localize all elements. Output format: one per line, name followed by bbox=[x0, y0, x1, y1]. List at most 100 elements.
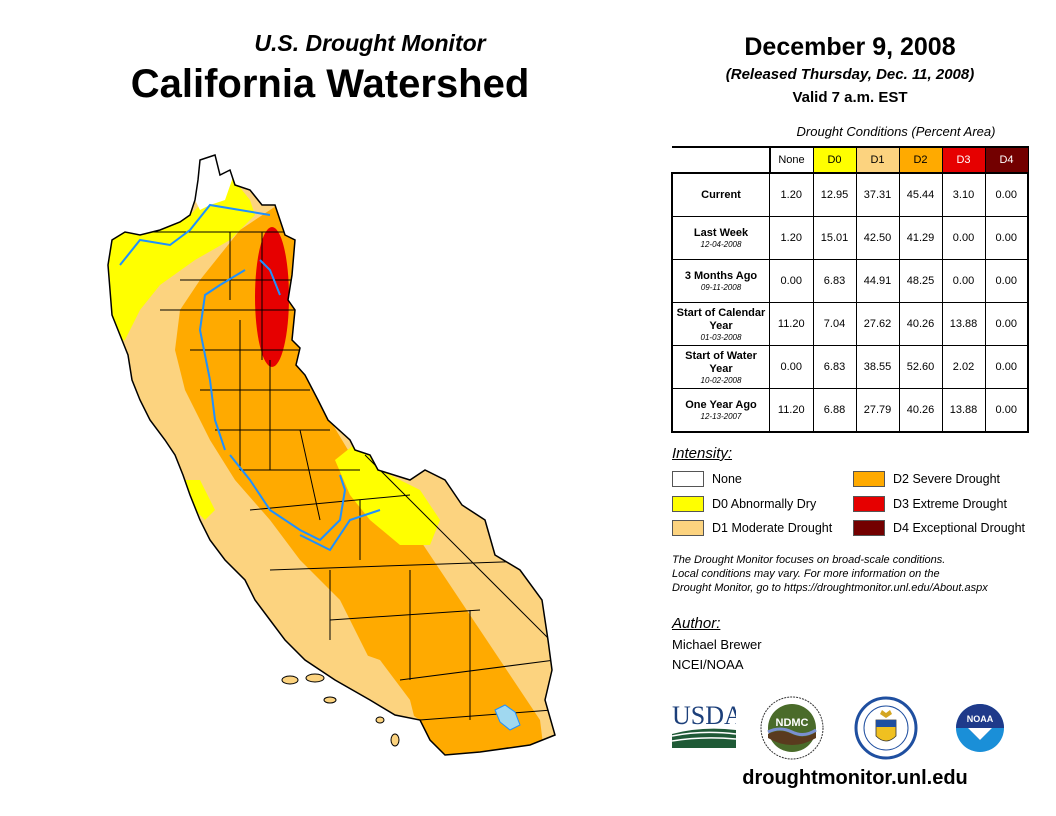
cell-none: 1.20 bbox=[769, 172, 814, 217]
watershed-boundary bbox=[107, 154, 556, 756]
valid-time: Valid 7 a.m. EST bbox=[792, 89, 908, 106]
map-date: December 9, 2008 bbox=[744, 33, 956, 61]
drought-conditions-table: None D0 D1 D2 D3 D4 Current 1.20 12.95 37.3… bbox=[671, 146, 1029, 433]
table-body: Current 1.20 12.95 37.31 45.44 3.10 0.00 Last W… bbox=[671, 172, 1029, 433]
legend-item-d0: D0 Abnormally Dry bbox=[672, 496, 816, 512]
col-header-d1: D1 bbox=[855, 146, 900, 174]
row-label: Start of Calendar Year 01-03-2008 bbox=[671, 302, 770, 346]
legend-swatch bbox=[672, 520, 704, 536]
cell-d1: 44.91 bbox=[855, 259, 900, 303]
author-heading: Author: bbox=[672, 615, 721, 632]
channel-islands bbox=[281, 673, 400, 747]
row-label: 3 Months Ago 09-11-2008 bbox=[671, 259, 770, 303]
cell-d0: 12.95 bbox=[812, 172, 857, 217]
row-date: 10-02-2008 bbox=[700, 375, 742, 385]
river-lines bbox=[119, 203, 381, 552]
svg-text:NOAA: NOAA bbox=[967, 714, 994, 724]
noaa-logo: NOAA bbox=[950, 698, 1010, 758]
drought-map bbox=[107, 154, 556, 756]
cell-none: 0.00 bbox=[769, 345, 814, 389]
table-row: Last Week 12-04-2008 1.20 15.01 42.50 41.29 0.… bbox=[671, 216, 1029, 260]
d0-region-bay bbox=[185, 480, 215, 520]
table-header-row: None D0 D1 D2 D3 D4 bbox=[672, 146, 1029, 174]
cell-d1: 27.79 bbox=[855, 388, 900, 433]
map-title: California Watershed bbox=[130, 62, 530, 106]
col-header-d4: D4 bbox=[984, 146, 1029, 174]
legend-swatch bbox=[853, 471, 885, 487]
author-org: NCEI/NOAA bbox=[672, 657, 744, 672]
cell-d3: 2.02 bbox=[941, 345, 986, 389]
table-row: Start of Water Year 10-02-2008 0.00 6.83 38.… bbox=[671, 345, 1029, 389]
cell-d3: 3.10 bbox=[941, 172, 986, 217]
col-header-d2: D2 bbox=[898, 146, 943, 174]
row-label: Start of Water Year 10-02-2008 bbox=[671, 345, 770, 389]
map-subtitle: U.S. Drought Monitor bbox=[254, 30, 486, 56]
cell-d4: 0.00 bbox=[984, 216, 1029, 260]
cell-d0: 6.83 bbox=[812, 259, 857, 303]
d3-region bbox=[255, 227, 289, 367]
release-date: (Released Thursday, Dec. 11, 2008) bbox=[725, 66, 975, 83]
cell-d1: 37.31 bbox=[855, 172, 900, 217]
cell-d3: 13.88 bbox=[941, 302, 986, 346]
row-date: 09-11-2008 bbox=[700, 283, 742, 292]
table-row: One Year Ago 12-13-2007 11.20 6.88 27.79 40.2… bbox=[671, 388, 1029, 433]
row-label: One Year Ago 12-13-2007 bbox=[671, 388, 770, 433]
legend-item-none: None bbox=[672, 471, 742, 487]
cell-d3: 13.88 bbox=[941, 388, 986, 433]
legend-swatch bbox=[672, 471, 704, 487]
legend-heading: Intensity: bbox=[672, 445, 733, 462]
cell-d0: 7.04 bbox=[812, 302, 857, 346]
legend-item-d2: D2 Severe Drought bbox=[853, 471, 1000, 487]
cell-d2: 48.25 bbox=[898, 259, 943, 303]
col-header-d3: D3 bbox=[941, 146, 986, 174]
col-header-d0: D0 bbox=[812, 146, 857, 174]
cell-d2: 52.60 bbox=[898, 345, 943, 389]
cell-d3: 0.00 bbox=[941, 259, 986, 303]
cell-d4: 0.00 bbox=[984, 172, 1029, 217]
cell-d2: 45.44 bbox=[898, 172, 943, 217]
legend-swatch bbox=[672, 496, 704, 512]
table-caption: Drought Conditions (Percent Area) bbox=[796, 124, 996, 139]
cell-d4: 0.00 bbox=[984, 345, 1029, 389]
cell-d2: 40.26 bbox=[898, 302, 943, 346]
legend-item-d1: D1 Moderate Drought bbox=[672, 520, 832, 536]
cell-none: 1.20 bbox=[769, 216, 814, 260]
cell-none: 11.20 bbox=[769, 388, 814, 433]
lake bbox=[494, 704, 521, 731]
row-label: Last Week 12-04-2008 bbox=[671, 216, 770, 260]
disclaimer-note: The Drought Monitor focuses on broad-sca… bbox=[672, 554, 988, 594]
svg-text:USDA: USDA bbox=[672, 701, 736, 730]
cell-d1: 38.55 bbox=[855, 345, 900, 389]
cell-d2: 40.26 bbox=[898, 388, 943, 433]
row-date: 01-03-2008 bbox=[700, 332, 742, 342]
table-row: 3 Months Ago 09-11-2008 0.00 6.83 44.91 48.25… bbox=[671, 259, 1029, 303]
d0-region-east bbox=[335, 440, 440, 545]
legend-swatch bbox=[853, 520, 885, 536]
cell-none: 11.20 bbox=[769, 302, 814, 346]
usda-logo: USDA bbox=[672, 701, 736, 748]
row-date: 12-13-2007 bbox=[700, 412, 742, 421]
legend-swatch bbox=[853, 496, 885, 512]
commerce-seal bbox=[854, 696, 918, 760]
website-link[interactable]: droughtmonitor.unl.edu bbox=[742, 767, 968, 789]
cell-d0: 6.83 bbox=[812, 345, 857, 389]
author-name: Michael Brewer bbox=[672, 637, 762, 652]
county-lines bbox=[112, 231, 555, 721]
cell-d0: 15.01 bbox=[812, 216, 857, 260]
cell-d4: 0.00 bbox=[984, 388, 1029, 433]
row-date: 12-04-2008 bbox=[700, 240, 742, 249]
cell-d2: 41.29 bbox=[898, 216, 943, 260]
ndmc-logo: NDMC bbox=[760, 696, 824, 760]
cell-none: 0.00 bbox=[769, 259, 814, 303]
cell-d3: 0.00 bbox=[941, 216, 986, 260]
cell-d4: 0.00 bbox=[984, 259, 1029, 303]
legend-item-d4: D4 Exceptional Drought bbox=[853, 520, 1025, 536]
cell-d0: 6.88 bbox=[812, 388, 857, 433]
legend-item-d3: D3 Extreme Drought bbox=[853, 496, 1007, 512]
cell-d1: 27.62 bbox=[855, 302, 900, 346]
svg-text:NDMC: NDMC bbox=[776, 717, 809, 729]
cell-d1: 42.50 bbox=[855, 216, 900, 260]
table-row: Current 1.20 12.95 37.31 45.44 3.10 0.00 bbox=[671, 172, 1029, 217]
cell-d4: 0.00 bbox=[984, 302, 1029, 346]
row-label: Current bbox=[671, 172, 770, 217]
